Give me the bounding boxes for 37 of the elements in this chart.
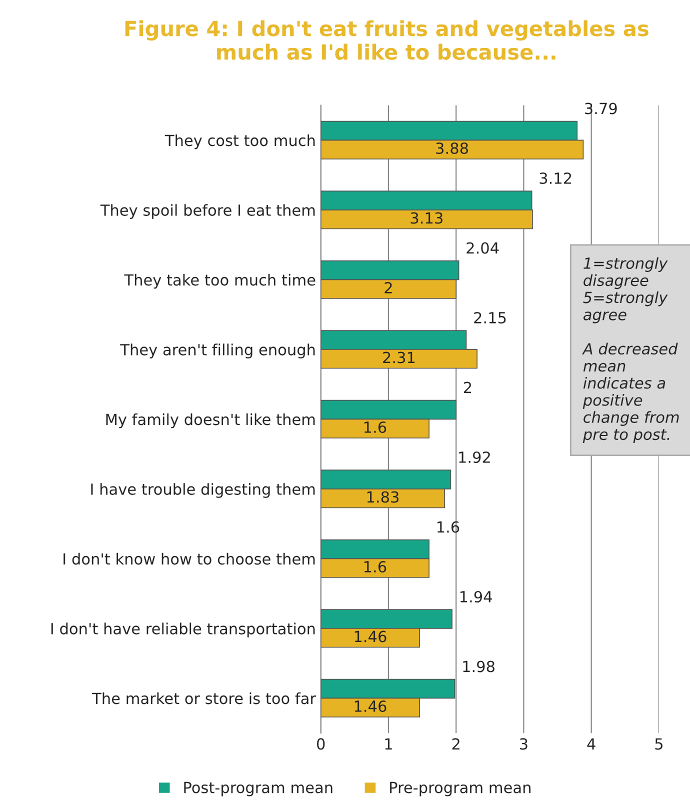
y-tick-label: I don't know how to choose them <box>64 552 315 565</box>
text: 1=strongly disagree 5=strongly agree A decreased mean indicates a positive change from pre to post. <box>582 257 679 444</box>
x-tick-label: 4 <box>587 738 596 750</box>
data-label: 2 <box>464 382 472 394</box>
data-label: 1.6 <box>437 521 460 533</box>
y-tick-label: I have trouble digesting them <box>91 483 315 498</box>
data-label: 3.13 <box>410 212 442 224</box>
data-label: 2.15 <box>474 312 506 324</box>
data-label: 1.98 <box>463 660 494 672</box>
data-label: 1.46 <box>354 630 386 642</box>
x-tick-label: 1 <box>385 738 392 750</box>
data-label: 3.79 <box>585 102 617 114</box>
x-tick-label: 5 <box>655 738 662 750</box>
x-tick-label: 2 <box>452 738 460 750</box>
data-label: 2.04 <box>466 242 499 254</box>
data-label: 3.88 <box>436 142 468 154</box>
y-tick-label: My family doesn't like them <box>106 413 315 428</box>
data-label: 2 <box>384 282 392 294</box>
data-label: 1.83 <box>367 491 399 503</box>
x-tick-label: 3 <box>520 738 528 750</box>
data-label: 3.12 <box>540 172 572 184</box>
data-label: 2.31 <box>383 352 415 364</box>
y-tick-label: The market or store is too far <box>92 692 316 704</box>
data-label: 1.46 <box>354 700 386 712</box>
y-tick-label: They aren't filling enough <box>120 344 315 358</box>
data-label: 1.92 <box>459 451 490 464</box>
data-label: 1.6 <box>364 560 386 573</box>
x-tick-label: 0 <box>316 738 325 750</box>
legend-label: Pre-program mean <box>390 782 530 796</box>
y-tick-label: They spoil before I eat them <box>100 204 315 219</box>
y-tick-label: They take too much time <box>124 274 316 289</box>
legend-label: Post-program mean <box>184 782 332 796</box>
data-label: 1.94 <box>460 590 492 603</box>
chart-title: Figure 4: I don't eat fruits and vegetables as much as I'd like to because... <box>125 20 648 60</box>
y-tick-label: I don't have reliable transportation <box>51 622 315 638</box>
data-label: 1.6 <box>364 421 386 434</box>
y-tick-label: They cost too much <box>164 134 315 150</box>
